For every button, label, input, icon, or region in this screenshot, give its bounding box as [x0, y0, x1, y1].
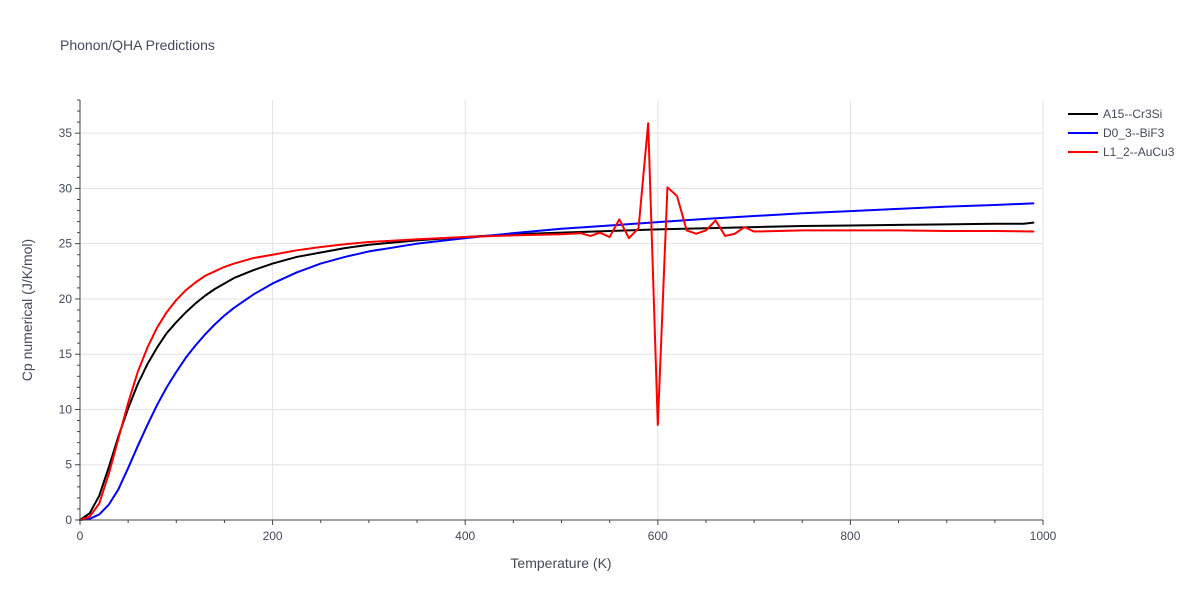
x-tick-label: 200	[263, 529, 283, 543]
y-tick-label: 20	[59, 292, 73, 306]
series-group	[79, 122, 1035, 521]
y-tick-label: 35	[59, 126, 73, 140]
legend-item-a15-cr3si[interactable]: A15--Cr3Si	[1068, 107, 1162, 121]
legend[interactable]: A15--Cr3Si D0_3--BiF3 L1_2--AuCu3	[1068, 107, 1175, 159]
tick-labels: 0 200 400 600 800 1000 0 5 10 15 20 25 30 35	[59, 126, 1057, 543]
series-line-l1-2-aucu3	[79, 122, 1035, 521]
legend-item-d0-3-bif3[interactable]: D0_3--BiF3	[1068, 126, 1165, 140]
series-line-d0-3-bif3	[79, 202, 1035, 521]
y-tick-label: 25	[59, 237, 73, 251]
x-tick-label: 400	[455, 529, 475, 543]
y-tick-label: 5	[65, 458, 72, 472]
series-line-a15-cr3si	[79, 221, 1035, 521]
x-tick-label: 0	[77, 529, 84, 543]
x-tick-label: 1000	[1030, 529, 1057, 543]
x-tick-label: 800	[840, 529, 860, 543]
y-tick-label: 0	[65, 513, 72, 527]
y-tick-label: 10	[59, 402, 73, 416]
legend-label: L1_2--AuCu3	[1103, 145, 1175, 159]
grid	[80, 100, 1044, 520]
y-tick-label: 15	[59, 347, 73, 361]
y-axis-title: Cp numerical (J/K/mol)	[19, 239, 35, 381]
x-tick-label: 600	[648, 529, 668, 543]
legend-label: A15--Cr3Si	[1103, 107, 1162, 121]
axes	[75, 99, 1044, 525]
y-tick-label: 30	[59, 181, 73, 195]
chart-title: Phonon/QHA Predictions	[60, 37, 215, 53]
legend-label: D0_3--BiF3	[1103, 126, 1165, 140]
x-axis-title: Temperature (K)	[510, 555, 611, 571]
legend-item-l1-2-aucu3[interactable]: L1_2--AuCu3	[1068, 145, 1175, 159]
